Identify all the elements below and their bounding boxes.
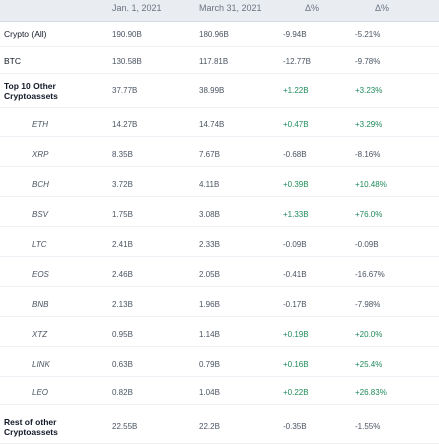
- change-pct: +26.83%: [355, 387, 387, 397]
- row-label: EOS: [32, 269, 49, 279]
- value-start: 2.13B: [112, 299, 133, 309]
- table-row[interactable]: Crypto (All) 190.90B 180.96B -9.94B -5.21%: [0, 22, 439, 47]
- table-row[interactable]: LINK 0.63B 0.79B +0.16B +25.4%: [0, 352, 439, 377]
- table-row[interactable]: BSV 1.75B 3.08B +1.33B +76.0%: [0, 202, 439, 227]
- change-abs: +0.47B: [283, 119, 309, 129]
- change-pct: -16.67%: [355, 269, 385, 279]
- row-label: BSV: [32, 209, 49, 219]
- row-label: Rest of other Cryptoassets: [4, 416, 58, 437]
- header-change-abs: Δ%: [305, 3, 320, 13]
- table-row[interactable]: ETH 14.27B 14.74B +0.47B +3.29%: [0, 112, 439, 137]
- row-label: XRP: [32, 149, 49, 159]
- change-abs: +1.33B: [283, 209, 309, 219]
- value-start: 0.82B: [112, 387, 133, 397]
- value-end: 22.2B: [199, 422, 220, 431]
- value-start: 190.90B: [112, 29, 142, 39]
- change-pct: +76.0%: [355, 209, 383, 219]
- change-pct: +25.4%: [355, 359, 383, 369]
- change-abs: +0.16B: [283, 359, 309, 369]
- change-pct: +20.0%: [355, 329, 383, 339]
- row-label: XTZ: [32, 329, 48, 339]
- change-pct: +3.23%: [355, 86, 383, 95]
- value-end: 3.08B: [199, 209, 220, 219]
- change-pct: -5.21%: [355, 29, 381, 39]
- change-abs: +0.39B: [283, 179, 309, 189]
- value-end: 1.14B: [199, 329, 220, 339]
- table-row[interactable]: XTZ 0.95B 1.14B +0.19B +20.0%: [0, 322, 439, 347]
- header-change-pct: Δ%: [375, 3, 390, 13]
- value-end: 117.81B: [199, 56, 229, 66]
- value-start: 8.35B: [112, 149, 133, 159]
- value-start: 3.72B: [112, 179, 133, 189]
- header-date-end: March 31, 2021: [199, 3, 262, 13]
- value-start: 1.75B: [112, 209, 133, 219]
- change-pct: -1.55%: [355, 422, 381, 431]
- table-row[interactable]: XRP 8.35B 7.67B -0.68B -8.16%: [0, 142, 439, 167]
- value-end: 2.33B: [199, 239, 220, 249]
- change-pct: -0.09B: [355, 239, 379, 249]
- change-abs: +0.19B: [283, 329, 309, 339]
- value-start: 130.58B: [112, 56, 142, 66]
- table-header: Jan. 1, 2021 March 31, 2021 Δ% Δ%: [0, 0, 439, 22]
- table-row[interactable]: BTC 130.58B 117.81B -12.77B -9.78%: [0, 49, 439, 74]
- value-end: 4.11B: [199, 179, 220, 189]
- value-end: 2.05B: [199, 269, 220, 279]
- value-start: 14.27B: [112, 119, 138, 129]
- value-end: 7.67B: [199, 149, 220, 159]
- table-row[interactable]: BCH 3.72B 4.11B +0.39B +10.48%: [0, 172, 439, 197]
- row-label: BTC: [4, 56, 21, 66]
- row-label: Crypto (All): [4, 29, 47, 39]
- value-start: 2.41B: [112, 239, 133, 249]
- value-end: 14.74B: [199, 119, 225, 129]
- change-abs: -0.09B: [283, 239, 307, 249]
- value-end: 38.99B: [199, 86, 225, 95]
- row-label: LTC: [32, 239, 47, 249]
- value-start: 37.77B: [112, 86, 138, 95]
- value-end: 1.04B: [199, 387, 220, 397]
- change-pct: -7.98%: [355, 299, 381, 309]
- table-row[interactable]: Rest of other Cryptoassets 22.55B 22.2B -0.…: [0, 410, 439, 444]
- change-abs: -0.41B: [283, 269, 307, 279]
- change-abs: +0.22B: [283, 387, 309, 397]
- row-label: ETH: [32, 119, 48, 129]
- row-label: LEO: [32, 387, 49, 397]
- row-label: BCH: [32, 179, 49, 189]
- table-row[interactable]: BNB 2.13B 1.96B -0.17B -7.98%: [0, 292, 439, 317]
- value-start: 2.46B: [112, 269, 133, 279]
- value-end: 1.96B: [199, 299, 220, 309]
- change-pct: +10.48%: [355, 179, 387, 189]
- value-end: 180.96B: [199, 29, 229, 39]
- change-abs: -0.17B: [283, 299, 307, 309]
- change-abs: -0.68B: [283, 149, 307, 159]
- change-pct: -8.16%: [355, 149, 381, 159]
- change-pct: -9.78%: [355, 56, 381, 66]
- value-start: 0.95B: [112, 329, 133, 339]
- value-end: 0.79B: [199, 359, 220, 369]
- table-row[interactable]: EOS 2.46B 2.05B -0.41B -16.67%: [0, 262, 439, 287]
- header-date-start: Jan. 1, 2021: [112, 3, 162, 13]
- row-label: LINK: [32, 359, 50, 369]
- value-start: 0.63B: [112, 359, 133, 369]
- change-abs: -12.77B: [283, 56, 312, 66]
- change-abs: -9.94B: [283, 29, 307, 39]
- change-abs: -0.35B: [283, 422, 307, 431]
- row-label: BNB: [32, 299, 49, 309]
- change-pct: +3.29%: [355, 119, 383, 129]
- table-row[interactable]: Top 10 Other Cryptoassets 37.77B 38.99B +1.…: [0, 74, 439, 108]
- table-row[interactable]: LTC 2.41B 2.33B -0.09B -0.09B: [0, 232, 439, 257]
- change-abs: +1.22B: [283, 86, 309, 95]
- value-start: 22.55B: [112, 422, 138, 431]
- table-row[interactable]: LEO 0.82B 1.04B +0.22B +26.83%: [0, 380, 439, 405]
- row-label: Top 10 Other Cryptoassets: [4, 80, 58, 101]
